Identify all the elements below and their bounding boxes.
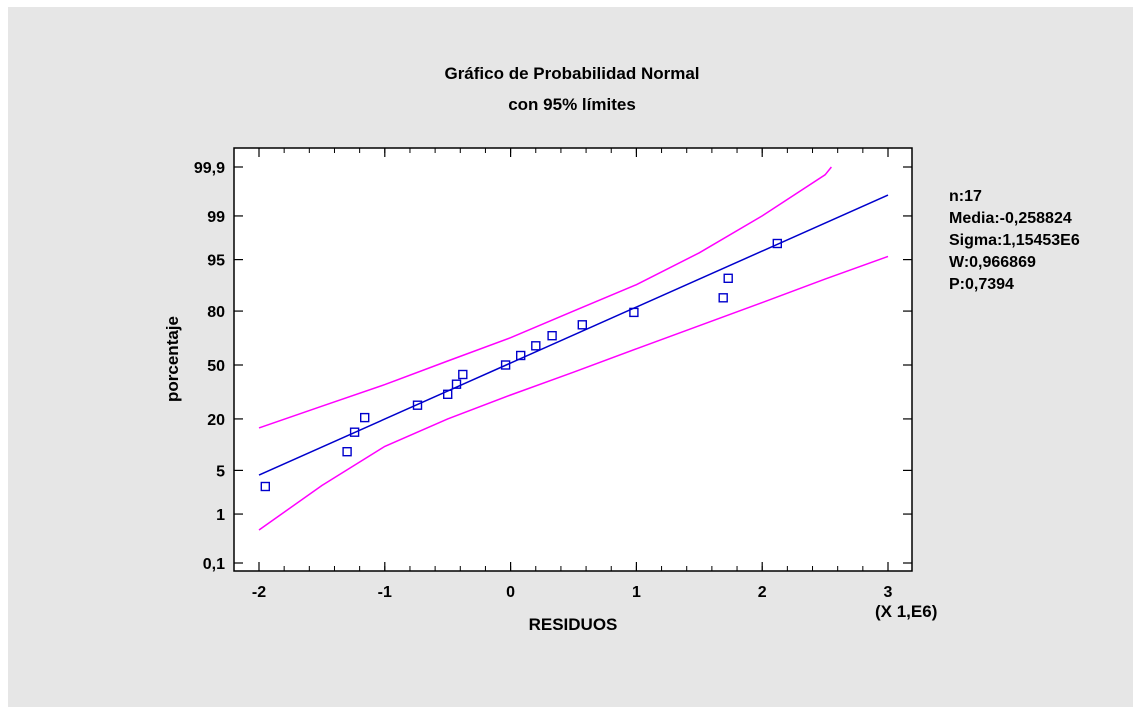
data-point <box>547 331 557 341</box>
y-tick-label: 95 <box>207 253 225 270</box>
upper-limit-line <box>258 166 832 429</box>
fit-line <box>258 194 889 476</box>
data-points <box>260 238 782 492</box>
stat-line: Sigma:1,15453E6 <box>949 232 1080 249</box>
x-axis-ticks: -2 -1 0 1 2 3 <box>252 148 893 601</box>
y-axis-title: porcentaje <box>163 316 182 402</box>
y-tick-label: 5 <box>216 463 225 480</box>
x-axis-title: RESIDUOS <box>529 615 618 634</box>
y-tick-label: 80 <box>207 304 225 321</box>
x-tick-label: 2 <box>758 584 767 601</box>
x-axis-multiplier: (X 1,E6) <box>875 602 937 621</box>
x-tick-label: 0 <box>506 584 515 601</box>
data-point <box>500 360 511 370</box>
plot-area <box>233 147 913 572</box>
stat-line: P:0,7394 <box>949 276 1014 293</box>
x-tick-label: -2 <box>252 584 266 601</box>
data-point <box>458 369 468 380</box>
data-point <box>723 273 733 283</box>
y-tick-label: 50 <box>207 358 225 375</box>
data-point <box>718 293 728 303</box>
data-point <box>342 447 352 457</box>
chart-subtitle: con 95% límites <box>508 95 636 114</box>
x-tick-label: 3 <box>884 584 893 601</box>
y-tick-label: 99 <box>207 209 225 226</box>
data-point <box>451 379 462 389</box>
confidence-limit-lines <box>258 166 889 531</box>
y-axis-ticks: 0,1 1 5 20 50 80 95 99 99,9 <box>194 160 912 573</box>
y-tick-label: 1 <box>216 507 225 524</box>
y-tick-label: 99,9 <box>194 160 225 177</box>
y-tick-label: 20 <box>207 412 225 429</box>
data-point <box>772 238 782 249</box>
data-point <box>412 400 423 410</box>
data-point <box>349 427 360 437</box>
data-point <box>360 412 370 423</box>
summary-statistics: n:17 Media:-0,258824 Sigma:1,15453E6 W:0,96… <box>949 188 1080 293</box>
chart-title: Gráfico de Probabilidad Normal <box>444 64 699 83</box>
lower-limit-line <box>258 255 889 531</box>
x-tick-label: 1 <box>632 584 641 601</box>
stat-line: Media:-0,258824 <box>949 210 1072 227</box>
stat-line: W:0,966869 <box>949 254 1036 271</box>
stat-line: n:17 <box>949 188 982 205</box>
data-point <box>629 307 639 318</box>
data-point <box>443 389 453 399</box>
y-tick-label: 0,1 <box>203 556 225 573</box>
data-point <box>577 320 587 330</box>
fitted-line <box>258 194 889 476</box>
data-point <box>260 481 270 492</box>
x-tick-label: -1 <box>378 584 392 601</box>
data-point <box>531 341 541 351</box>
data-point <box>516 350 526 361</box>
